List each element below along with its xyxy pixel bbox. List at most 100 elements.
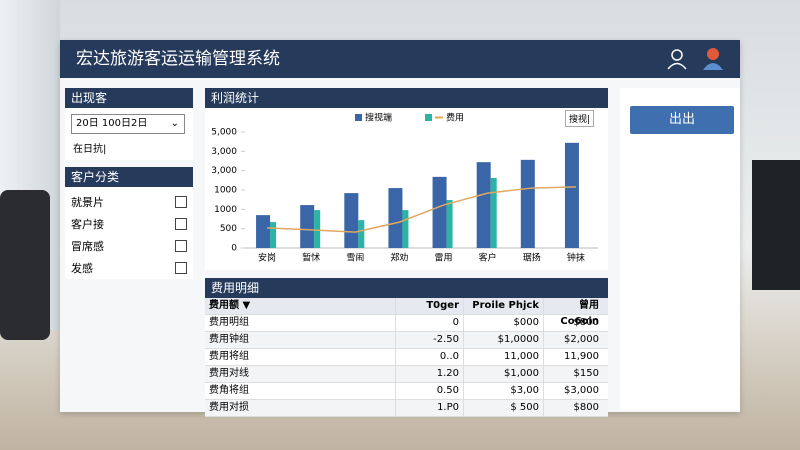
table-row: 费用将组 0..0 11,000 11,900 bbox=[205, 349, 608, 366]
table-cell: 11,900 bbox=[543, 349, 603, 365]
x-tick-label: 钟抹 bbox=[567, 252, 585, 264]
bar bbox=[446, 200, 453, 248]
user-icon[interactable] bbox=[666, 48, 688, 70]
table-cell: $ 500 bbox=[463, 400, 543, 416]
table-row: 费用对损 1.P0 $ 500 $800 bbox=[205, 400, 608, 417]
category-label: 客户接 bbox=[71, 218, 104, 231]
bar bbox=[388, 188, 403, 248]
category-icon bbox=[175, 240, 187, 252]
app-window: 宏达旅游客运运输管理系统 出现客 20日 100日2日 ⌄ 在日抗| 客户分类 就… bbox=[60, 40, 740, 417]
table-cell: 费用钟组 bbox=[209, 334, 249, 345]
chart-title: 利润统计 bbox=[205, 88, 608, 108]
table-cell: -2.50 bbox=[395, 332, 463, 348]
table-cell: $800 bbox=[543, 315, 603, 331]
table-cell: $1,0000 bbox=[463, 332, 543, 348]
category-list: 就景片客户接冒席感发感 bbox=[65, 187, 193, 279]
table: 费用额 ▼ T0ger Proile Phjck 曾用Co6oin 费用明组 0 $000 $… bbox=[205, 298, 608, 417]
category-item[interactable]: 就景片 bbox=[65, 191, 193, 213]
avatar-icon[interactable] bbox=[702, 46, 724, 70]
table-row: 费用对线 1.20 $1,000 $150 bbox=[205, 366, 608, 383]
category-item[interactable]: 冒席感 bbox=[65, 235, 193, 257]
bar bbox=[520, 159, 535, 248]
table-cell: $800 bbox=[543, 400, 603, 416]
x-tick-label: 琚扬 bbox=[523, 252, 541, 264]
table-cell: 0.50 bbox=[395, 383, 463, 399]
table-row: 费用钟组 -2.50 $1,0000 $2,000 bbox=[205, 332, 608, 349]
table-row: 费用明组 0 $000 $800 bbox=[205, 315, 608, 332]
y-tick-label: 500 bbox=[220, 224, 237, 234]
table-cell: 0..0 bbox=[395, 349, 463, 365]
legend-label: 搜视端 bbox=[365, 112, 392, 124]
chart-toggle[interactable]: 搜视| bbox=[565, 110, 595, 127]
date-value: 20日 100日2日 bbox=[76, 118, 148, 129]
category-label: 就景片 bbox=[71, 196, 104, 209]
table-cell: 费用明组 bbox=[209, 317, 249, 328]
bar bbox=[256, 215, 271, 248]
bar bbox=[432, 176, 447, 248]
table-cell: $3,00 bbox=[463, 383, 543, 399]
bar bbox=[564, 142, 579, 248]
app-title: 宏达旅游客运运输管理系统 bbox=[76, 49, 280, 69]
x-tick-label: 雷用 bbox=[435, 253, 453, 264]
bar bbox=[476, 162, 491, 248]
y-tick-label: 1000 bbox=[214, 205, 237, 215]
background-chair bbox=[0, 190, 50, 340]
table-cell: 1.P0 bbox=[395, 400, 463, 416]
table-cell: 0 bbox=[395, 315, 463, 331]
table-cell: 11,000 bbox=[463, 349, 543, 365]
panel-title: 出现客 bbox=[65, 88, 193, 108]
category-icon bbox=[175, 218, 187, 230]
date-panel: 出现客 20日 100日2日 ⌄ 在日抗| bbox=[65, 88, 193, 160]
x-tick-label: 安岗 bbox=[258, 252, 276, 264]
table-cell: $150 bbox=[543, 366, 603, 382]
bar bbox=[270, 222, 277, 248]
legend-swatch bbox=[425, 114, 432, 121]
header-cell: Proile Phjck bbox=[463, 298, 543, 330]
category-icon bbox=[175, 262, 187, 274]
y-tick-label: 5,000 bbox=[211, 128, 237, 138]
line bbox=[267, 186, 576, 233]
y-tick-label: 0 bbox=[231, 244, 237, 254]
table-cell: $1,000 bbox=[463, 366, 543, 382]
table-panel: 费用明细 费用额 ▼ T0ger Proile Phjck 曾用Co6oin 费用明组 0… bbox=[205, 278, 608, 417]
legend-swatch bbox=[355, 114, 362, 121]
action-panel: 出出 bbox=[620, 88, 740, 410]
bar bbox=[314, 210, 321, 248]
category-label: 发感 bbox=[71, 262, 93, 275]
x-tick-label: 郑劝 bbox=[390, 252, 408, 264]
y-tick-label: 1000 bbox=[214, 186, 237, 196]
y-tick-label: 3,000 bbox=[211, 147, 237, 157]
table-header: 费用额 ▼ T0ger Proile Phjck 曾用Co6oin bbox=[205, 298, 608, 330]
bar bbox=[490, 178, 497, 248]
panel-title: 客户分类 bbox=[65, 167, 193, 187]
bar bbox=[300, 205, 315, 248]
header-cell: 费用额 ▼ bbox=[209, 300, 251, 311]
category-icon bbox=[175, 196, 187, 208]
bar bbox=[344, 193, 359, 248]
chart: 0 500 1000 1000 3,000 3,000 5,000 安岗 暂怵 雪闹 郑劝 雷用 客户 琚… bbox=[211, 112, 598, 264]
table-cell: $2,000 bbox=[543, 332, 603, 348]
category-panel: 客户分类 就景片客户接冒席感发感 bbox=[65, 167, 193, 279]
x-tick-label: 客户 bbox=[479, 252, 497, 264]
table-cell: $3,000 bbox=[543, 383, 603, 399]
table-title: 费用明细 bbox=[205, 278, 608, 298]
category-item[interactable]: 发感 bbox=[65, 257, 193, 279]
table-cell: $000 bbox=[463, 315, 543, 331]
app-header: 宏达旅游客运运输管理系统 bbox=[60, 40, 740, 78]
exit-button[interactable]: 出出 bbox=[630, 106, 734, 134]
dropdown-arrow: ⌄ bbox=[170, 118, 179, 129]
table-cell: 费角将组 bbox=[209, 385, 249, 396]
date-select[interactable]: 20日 100日2日 ⌄ bbox=[71, 114, 185, 134]
table-cell: 费用对线 bbox=[209, 368, 249, 379]
bar bbox=[402, 210, 409, 248]
bar bbox=[358, 220, 365, 248]
chart-panel: 利润统计 搜视| 0 500 1000 1000 3,000 3,000 5,000 安岗 暂怵… bbox=[205, 88, 608, 270]
table-cell: 费用将组 bbox=[209, 351, 249, 362]
legend-label: 费用 bbox=[446, 112, 464, 124]
category-item[interactable]: 客户接 bbox=[65, 213, 193, 235]
header-cell: 曾用Co6oin bbox=[543, 298, 603, 330]
table-row: 费角将组 0.50 $3,00 $3,000 bbox=[205, 383, 608, 400]
x-tick-label: 雪闹 bbox=[346, 252, 364, 264]
table-cell: 费用对损 bbox=[209, 402, 249, 413]
